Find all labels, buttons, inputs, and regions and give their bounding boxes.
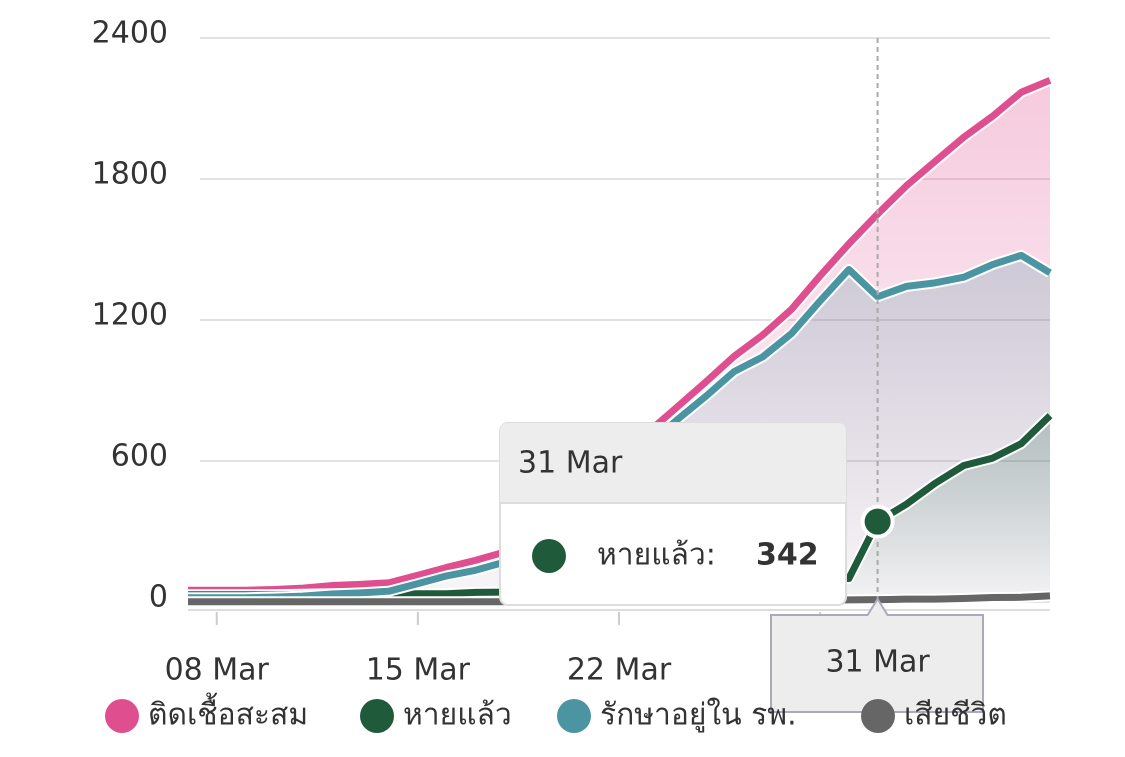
tooltip-title: 31 Mar [518,446,623,481]
y-tick-label: 2400 [92,16,168,51]
legend-label: เสียชีวิต [904,698,1007,733]
tooltip-header [500,423,846,503]
y-tick-label: 1800 [92,157,168,192]
y-tick-label: 600 [111,439,168,474]
y-tick-label: 1200 [92,298,168,333]
legend-swatch [105,699,139,733]
legend-label: ติดเชื้อสะสม [148,693,308,733]
legend-swatch [360,699,394,733]
crosshair-label-box [770,597,984,713]
crosshair-label: 31 Mar [825,645,930,680]
tooltip-value: 342 [756,538,819,573]
y-tick-label: 0 [149,580,168,615]
tooltip-swatch [532,539,566,573]
legend-swatch [557,699,591,733]
x-tick-label: 15 Mar [366,653,471,688]
legend-swatch [861,699,895,733]
x-tick-label: 22 Mar [567,653,672,688]
x-tick-label: 08 Mar [165,653,270,688]
hover-point [860,504,895,539]
legend-label: รักษาอยู่ใน รพ. [600,698,797,733]
legend-label: หายแล้ว [403,698,512,733]
tooltip-label: หายแล้ว: [597,538,716,573]
